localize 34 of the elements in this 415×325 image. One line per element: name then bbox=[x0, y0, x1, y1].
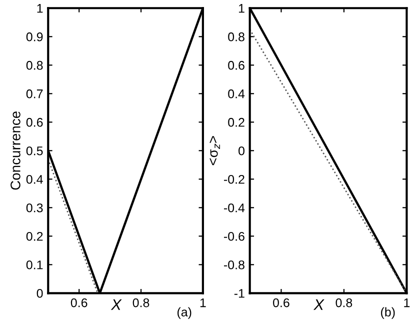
x-tick-label: 0.6 bbox=[70, 298, 88, 308]
y-tick-label: 0.6 bbox=[26, 118, 43, 127]
y-tick-label: 0.4 bbox=[228, 89, 245, 98]
y-tick-label: -1 bbox=[234, 289, 244, 298]
x-tick-label: 1 bbox=[200, 298, 206, 308]
text: (a) bbox=[177, 307, 192, 319]
y-tick-label: 0.6 bbox=[228, 60, 244, 70]
y-tick-label: 0.7 bbox=[26, 89, 43, 98]
y-tick-label: 0.2 bbox=[26, 232, 43, 241]
y-tick-label: -0.8 bbox=[224, 260, 244, 270]
text: (b) bbox=[381, 307, 395, 319]
y-tick-label: 1 bbox=[238, 4, 244, 13]
y-tick-label: -0.4 bbox=[224, 203, 245, 212]
x-tick-label: 0.6 bbox=[273, 298, 290, 308]
y-tick-label: -0.2 bbox=[224, 174, 244, 184]
y-tick-label: 1 bbox=[37, 4, 43, 13]
x-axis-title: X bbox=[313, 299, 324, 310]
x-tick-label: 0.8 bbox=[336, 298, 352, 308]
y-axis-title: <σ$_{z}$> bbox=[210, 136, 220, 166]
y-tick-label: 0.5 bbox=[26, 146, 43, 156]
y-axis-title: Concurrence bbox=[10, 111, 20, 190]
x-tick-label: 0.8 bbox=[132, 298, 150, 308]
y-tick-label: 0 bbox=[238, 146, 244, 156]
y-tick-label: 0 bbox=[36, 288, 43, 298]
y-tick-label: 0.4 bbox=[26, 174, 43, 184]
x-axis-title: X bbox=[110, 299, 122, 310]
y-tick-label: 0.2 bbox=[228, 118, 244, 127]
y-tick-label: -0.6 bbox=[224, 232, 244, 241]
y-tick-label: 0.1 bbox=[26, 260, 43, 270]
y-tick-label: 0.3 bbox=[26, 203, 43, 212]
y-tick-label: 0.8 bbox=[26, 60, 43, 70]
y-tick-label: 0.9 bbox=[26, 32, 43, 42]
x-tick-label: 1 bbox=[404, 298, 410, 308]
y-tick-label: 0.8 bbox=[228, 32, 244, 42]
